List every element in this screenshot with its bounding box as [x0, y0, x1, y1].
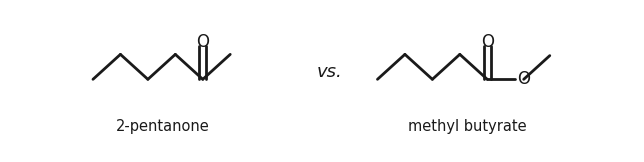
Text: O: O — [196, 33, 209, 51]
Text: 2-pentanone: 2-pentanone — [116, 119, 210, 134]
Text: O: O — [481, 33, 494, 51]
Text: methyl butyrate: methyl butyrate — [408, 119, 527, 134]
Text: O: O — [517, 70, 530, 88]
Text: vs.: vs. — [317, 63, 343, 81]
